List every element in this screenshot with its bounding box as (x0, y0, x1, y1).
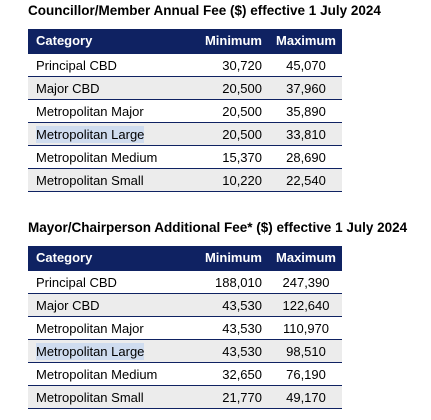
maximum-cell: 22,540 (270, 168, 342, 192)
councillor-fee-table: Category Minimum Maximum Principal CBD 3… (28, 29, 342, 192)
category-cell: Principal CBD (28, 270, 190, 294)
table-row: Metropolitan Large 20,500 33,810 (28, 122, 342, 146)
minimum-cell: 30,720 (190, 53, 270, 77)
column-header-minimum: Minimum (190, 246, 270, 271)
column-header-maximum: Maximum (270, 246, 342, 271)
minimum-cell: 15,370 (190, 145, 270, 169)
maximum-cell: 33,810 (270, 122, 342, 146)
minimum-cell: 20,500 (190, 99, 270, 123)
maximum-cell: 98,510 (270, 339, 342, 363)
maximum-cell: 37,960 (270, 76, 342, 100)
maximum-cell: 110,970 (270, 316, 342, 340)
highlighted-category-text[interactable]: Metropolitan Large (36, 125, 145, 143)
table-header-row: Category Minimum Maximum (28, 246, 342, 271)
column-header-minimum: Minimum (190, 29, 270, 54)
maximum-cell: 45,070 (270, 53, 342, 77)
minimum-cell: 10,220 (190, 168, 270, 192)
table-row: Metropolitan Medium 32,650 76,190 (28, 362, 342, 386)
category-cell: Metropolitan Small (28, 385, 190, 409)
category-cell: Metropolitan Major (28, 99, 190, 123)
minimum-cell: 32,650 (190, 362, 270, 386)
table-row: Major CBD 20,500 37,960 (28, 76, 342, 100)
column-header-maximum: Maximum (270, 29, 342, 54)
category-cell: Metropolitan Large (28, 339, 190, 363)
maximum-cell: 28,690 (270, 145, 342, 169)
category-cell: Major CBD (28, 76, 190, 100)
table-row: Metropolitan Small 10,220 22,540 (28, 168, 342, 192)
category-cell: Metropolitan Medium (28, 362, 190, 386)
table-row: Metropolitan Medium 15,370 28,690 (28, 145, 342, 169)
category-cell: Metropolitan Major (28, 316, 190, 340)
table-row: Principal CBD 188,010 247,390 (28, 270, 342, 294)
category-cell: Metropolitan Large (28, 122, 190, 146)
table-row: Principal CBD 30,720 45,070 (28, 53, 342, 77)
table-row: Metropolitan Major 20,500 35,890 (28, 99, 342, 123)
mayor-fee-table: Category Minimum Maximum Principal CBD 1… (28, 246, 342, 409)
councillor-fee-title: Councillor/Member Annual Fee ($) effecti… (28, 3, 381, 18)
table-row: Metropolitan Small 21,770 49,170 (28, 385, 342, 409)
mayor-fee-title: Mayor/Chairperson Additional Fee* ($) ef… (28, 220, 408, 235)
minimum-cell: 43,530 (190, 339, 270, 363)
maximum-cell: 49,170 (270, 385, 342, 409)
minimum-cell: 21,770 (190, 385, 270, 409)
maximum-cell: 247,390 (270, 270, 342, 294)
category-cell: Metropolitan Small (28, 168, 190, 192)
table-row: Metropolitan Large 43,530 98,510 (28, 339, 342, 363)
minimum-cell: 188,010 (190, 270, 270, 294)
column-header-category: Category (28, 246, 190, 271)
highlighted-category-text[interactable]: Metropolitan Large (36, 342, 145, 360)
table-row: Metropolitan Major 43,530 110,970 (28, 316, 342, 340)
minimum-cell: 43,530 (190, 316, 270, 340)
table-header-row: Category Minimum Maximum (28, 29, 342, 54)
category-cell: Major CBD (28, 293, 190, 317)
column-header-category: Category (28, 29, 190, 54)
maximum-cell: 35,890 (270, 99, 342, 123)
category-cell: Metropolitan Medium (28, 145, 190, 169)
minimum-cell: 20,500 (190, 76, 270, 100)
maximum-cell: 76,190 (270, 362, 342, 386)
maximum-cell: 122,640 (270, 293, 342, 317)
minimum-cell: 43,530 (190, 293, 270, 317)
minimum-cell: 20,500 (190, 122, 270, 146)
table-row: Major CBD 43,530 122,640 (28, 293, 342, 317)
category-cell: Principal CBD (28, 53, 190, 77)
